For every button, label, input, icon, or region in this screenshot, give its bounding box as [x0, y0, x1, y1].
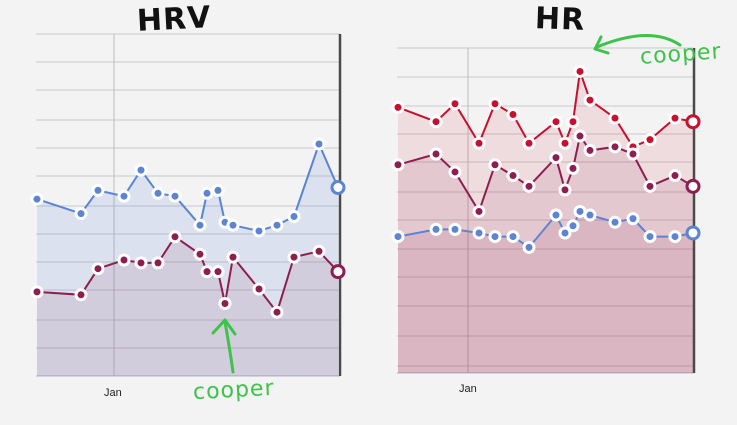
hrv-series-0-area — [37, 144, 338, 376]
hrv-series-0-point[interactable] — [74, 207, 88, 221]
hrv-series-1-point[interactable] — [270, 305, 284, 319]
hrv-series-1-point[interactable] — [74, 288, 88, 302]
hrv-series-0-point[interactable] — [200, 186, 214, 200]
hr-title: HR — [534, 1, 586, 38]
hrv-series-0-point[interactable] — [312, 137, 326, 151]
hr-series-0-point[interactable] — [573, 64, 587, 78]
hrv-series-1-point[interactable] — [218, 297, 232, 310]
hr-series-2-point[interactable] — [448, 222, 462, 236]
hrv-series-0-point[interactable] — [226, 218, 240, 232]
hrv-series-0-point[interactable] — [117, 189, 131, 203]
hr-series-2-point[interactable] — [391, 230, 405, 244]
hrv-series-0-point[interactable] — [91, 183, 105, 197]
hr-series-1-point[interactable] — [448, 165, 462, 179]
hr-series-1-point[interactable] — [573, 129, 587, 143]
hr-series-2-point[interactable] — [506, 230, 520, 244]
hr-series-1-point[interactable] — [522, 179, 536, 193]
hr-series-0-point[interactable] — [549, 115, 563, 129]
hr-series-2-point[interactable] — [668, 230, 682, 244]
hr-series-2-point[interactable] — [583, 208, 597, 222]
hrv-series-1-point[interactable] — [134, 256, 148, 270]
hr-series-1-point[interactable] — [668, 169, 682, 183]
hr-series-2-point[interactable] — [472, 226, 486, 240]
hr-series-0-point[interactable] — [685, 114, 701, 130]
hr-series-1-point[interactable] — [558, 183, 572, 197]
hr-series-1-point[interactable] — [506, 169, 520, 183]
hr-series-0-point[interactable] — [608, 111, 622, 125]
hrv-series-0-point[interactable] — [30, 192, 44, 206]
hr-series-2-area — [398, 211, 693, 373]
hrv-series-1-area — [37, 236, 338, 376]
hrv-series-1-point[interactable] — [312, 244, 326, 258]
hrv-gridlines — [36, 33, 342, 377]
hrv-series-1-point[interactable] — [252, 282, 266, 296]
hrv-series-0-point[interactable] — [134, 163, 148, 177]
hr-series-2-point[interactable] — [429, 222, 443, 236]
hr-x-tick-label: Jan — [459, 383, 477, 395]
hrv-series-1-point[interactable] — [151, 256, 165, 270]
hr-series-0-point[interactable] — [429, 115, 443, 129]
hr-series-2-point[interactable] — [626, 212, 640, 226]
hr-series-0-point[interactable] — [668, 111, 682, 125]
hr-series-1-point[interactable] — [472, 204, 486, 218]
hr-series-1-point[interactable] — [643, 179, 657, 193]
hr-series-0-point[interactable] — [488, 97, 502, 111]
hrv-series-1-point[interactable] — [117, 253, 131, 267]
hr-series-2-point[interactable] — [566, 219, 580, 233]
hrv-series-1-point[interactable] — [168, 230, 182, 244]
hrv-series-0-point[interactable] — [287, 210, 301, 223]
hr-series-0-point[interactable] — [448, 97, 462, 111]
hr-series-2-point[interactable] — [522, 240, 536, 254]
hr-series-0-point[interactable] — [506, 108, 520, 122]
hr-series-0-point[interactable] — [643, 133, 657, 147]
hr-series-1-point[interactable] — [608, 140, 622, 154]
hr-series-1-point[interactable] — [549, 151, 563, 165]
hr-series-1-area — [398, 136, 693, 373]
hr-series-1-point[interactable] — [488, 158, 502, 172]
hr-series-1-point[interactable] — [391, 158, 405, 172]
hr-points — [391, 64, 701, 254]
hrv-series-0-point[interactable] — [151, 186, 165, 200]
hrv-series-0-point[interactable] — [168, 189, 182, 203]
hr-series-0-point[interactable] — [522, 136, 536, 150]
hr-series-1-point[interactable] — [429, 147, 443, 161]
hr-series-0-point[interactable] — [566, 115, 580, 129]
hr-series-2-point[interactable] — [488, 230, 502, 244]
hr-series-0-point[interactable] — [472, 136, 486, 150]
hrv-series-1-point[interactable] — [193, 247, 207, 261]
hrv-series-1-point[interactable] — [330, 264, 346, 280]
hr-series-2-point[interactable] — [608, 215, 622, 229]
hr-series-1-point[interactable] — [583, 143, 597, 157]
hrv-series-1-point[interactable] — [30, 285, 44, 299]
hr-series-2-point[interactable] — [685, 225, 701, 241]
hrv-series-0-point[interactable] — [270, 218, 284, 232]
hr-series-1-point[interactable] — [566, 161, 580, 175]
hr-series-1-point[interactable] — [685, 178, 701, 194]
hrv-series-1-point[interactable] — [211, 265, 225, 279]
hrv-title: HRV — [136, 0, 213, 39]
hrv-series-0-point[interactable] — [252, 224, 266, 238]
hrv-series-1-point[interactable] — [91, 262, 105, 276]
hrv-x-tick-label: Jan — [104, 387, 122, 399]
hr-series-0-point[interactable] — [583, 93, 597, 107]
hrv-series-0-point[interactable] — [211, 183, 225, 197]
hr-series-2-point[interactable] — [643, 230, 657, 244]
hr-series-2-point[interactable] — [558, 226, 572, 240]
hrv-series-1-point[interactable] — [226, 250, 240, 264]
hrv-points — [30, 137, 346, 319]
hr-series-2-point[interactable] — [573, 204, 587, 218]
hrv-series-0-point[interactable] — [330, 180, 346, 195]
hr-series-0-point[interactable] — [391, 100, 405, 114]
hrv-series-0-point[interactable] — [193, 218, 207, 232]
hr-series-2-point[interactable] — [549, 208, 563, 222]
hrv-annotation-label: cooper — [192, 375, 276, 406]
hr-series-0-point[interactable] — [558, 136, 572, 150]
hrv-areas — [37, 144, 338, 376]
hr-series-1-point[interactable] — [626, 147, 640, 161]
hrv-series-1-point[interactable] — [287, 250, 301, 264]
